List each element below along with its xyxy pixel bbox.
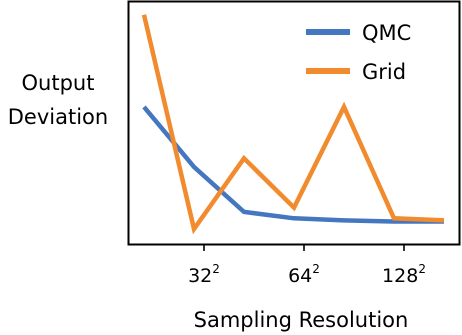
- plot-frame: [127, 0, 461, 246]
- legend-label-grid: Grid: [362, 60, 406, 84]
- y-axis-label-line-1: Output: [22, 71, 95, 95]
- legend: QMC Grid: [306, 21, 411, 84]
- x-tick-label-0: 322: [188, 262, 220, 287]
- x-tick-label-1: 642: [288, 262, 320, 287]
- x-tick-label-2: 1282: [382, 262, 426, 287]
- series-line-grid: [141, 14, 445, 235]
- x-tick-layer: 322 642 1282: [188, 244, 426, 287]
- x-axis-label: Sampling Resolution: [194, 308, 409, 332]
- series-line-qmc: [142, 105, 444, 224]
- series-layer: [141, 14, 445, 235]
- legend-label-qmc: QMC: [362, 21, 411, 45]
- y-axis-label-line-2: Deviation: [8, 105, 108, 129]
